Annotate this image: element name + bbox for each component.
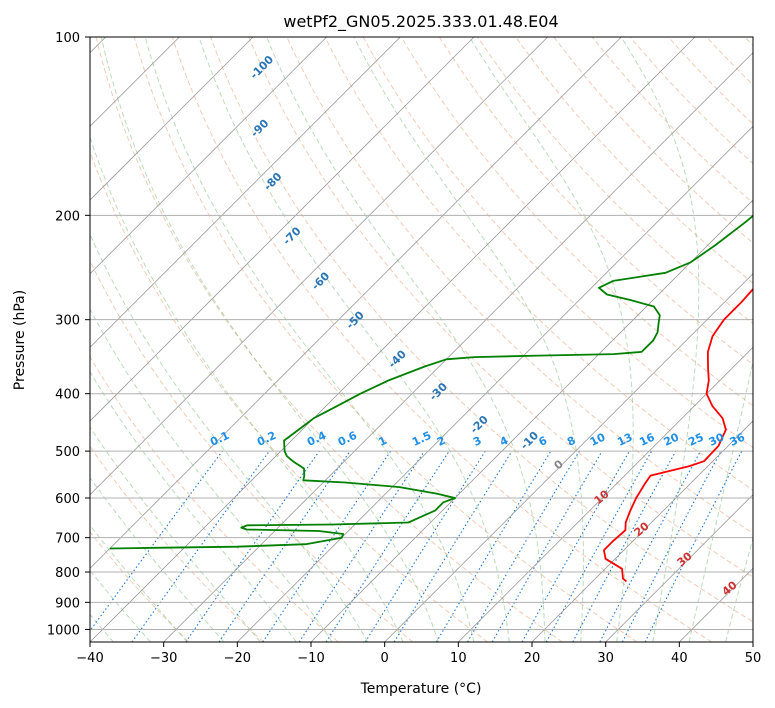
- dry-adiabat: [477, 37, 753, 325]
- moist-adiabat: [144, 37, 475, 642]
- y-tick-label: 100: [55, 31, 80, 46]
- x-tick-label: 10: [450, 651, 467, 666]
- y-tick-label: 800: [55, 566, 80, 581]
- isotherm: [90, 37, 254, 201]
- moist-adiabat: [90, 308, 333, 642]
- moist-adiabat: [90, 232, 369, 642]
- mixing-ratio-line: [364, 450, 486, 642]
- isotherm: [384, 273, 753, 642]
- plot-frame: [89, 36, 754, 643]
- mixing-ratio-line: [393, 450, 513, 642]
- y-tick-label: 600: [55, 492, 80, 507]
- moist-adiabat: [762, 37, 775, 642]
- moist-adiabat: [90, 135, 404, 642]
- isotherm: [90, 37, 475, 422]
- dry-adiabat: [591, 37, 753, 204]
- moist-adiabat: [725, 536, 753, 642]
- moist-adiabat: [266, 37, 546, 642]
- isotherm: [237, 125, 753, 642]
- y-tick-label: 700: [55, 532, 80, 547]
- dry-adiabat: [210, 37, 753, 623]
- dry-adiabat: [286, 37, 753, 534]
- x-tick-label: 50: [745, 651, 762, 666]
- dry-adiabat: [438, 37, 753, 365]
- y-tick-label: 900: [55, 596, 80, 611]
- temperature-line: [603, 287, 753, 583]
- mixing-ratio-label: 13: [615, 431, 634, 449]
- mixing-ratio-label: 10: [588, 430, 608, 448]
- isotherm: [310, 199, 753, 642]
- dry-adiabat: [324, 37, 753, 491]
- mixing-ratio-line: [491, 450, 603, 642]
- mixing-ratio-line: [218, 450, 351, 642]
- dry-adiabat: [133, 37, 638, 642]
- mixing-ratio-label: 30: [707, 430, 727, 448]
- y-axis-label: Pressure (hPa): [12, 290, 28, 390]
- isotherm: [458, 346, 753, 642]
- isotherm: [163, 52, 753, 642]
- x-tick-label: −30: [150, 651, 177, 666]
- isotherm: [752, 641, 753, 642]
- x-tick-label: −10: [297, 651, 324, 666]
- dry-adiabat: [90, 150, 488, 642]
- dewpoint-line: [109, 214, 753, 550]
- x-tick-label: 40: [671, 651, 688, 666]
- moist-adiabat: [353, 37, 584, 642]
- skewed-isotherms: [90, 37, 753, 642]
- dry-adiabat: [553, 37, 753, 244]
- mixing-ratio-label: 25: [686, 431, 705, 449]
- x-tick-label: −20: [224, 651, 251, 666]
- moist-adiabat: [100, 37, 439, 642]
- mixing-ratio-label: 20: [662, 430, 682, 448]
- x-axis-label: Temperature (°C): [360, 681, 482, 697]
- dry-adiabat: [90, 259, 414, 642]
- x-tick-label: 30: [597, 651, 614, 666]
- dry-adiabat: [90, 531, 190, 642]
- chart-title: wetPf2_GN05.2025.333.01.48.E04: [283, 12, 558, 32]
- dry-adiabat: [400, 37, 753, 407]
- mixing-ratio-line: [435, 450, 552, 642]
- sounding-series: [109, 214, 753, 583]
- dry-adiabat: [95, 37, 563, 642]
- mixing-ratio-label: 36: [728, 430, 748, 448]
- moist-adiabat: [620, 37, 700, 642]
- mixing-ratio-line: [325, 450, 450, 642]
- plot-background: [90, 37, 753, 642]
- dry-adiabat: [171, 37, 712, 642]
- moist-adiabat: [688, 358, 753, 642]
- y-axis-ticks: 100 200 300 400 500 600 700 800 900 1000: [47, 31, 90, 638]
- y-tick-label: 500: [55, 445, 80, 460]
- moist-adiabat: [90, 476, 225, 642]
- y-tick-label: 200: [55, 209, 80, 224]
- y-tick-label: 300: [55, 314, 80, 329]
- x-axis-ticks: −40 −30 −20 −10 0 10 20 30 40 50: [76, 642, 761, 666]
- mixing-ratio-line: [467, 450, 580, 642]
- isotherm: [90, 37, 622, 569]
- x-tick-label: 20: [524, 651, 541, 666]
- isobar-grid: [90, 37, 753, 630]
- isotherm: [90, 37, 327, 275]
- x-tick-label: 0: [381, 651, 389, 666]
- isotherm: [90, 37, 548, 496]
- mixing-ratio-line: [521, 450, 630, 642]
- isotherm: [90, 37, 401, 348]
- x-tick-label: −40: [76, 651, 103, 666]
- mixing-ratio-label: 16: [637, 430, 657, 448]
- isotherm: [90, 37, 696, 642]
- y-tick-label: 1000: [47, 623, 80, 638]
- moist-adiabat: [198, 37, 510, 642]
- isotherm: [531, 420, 753, 642]
- mixing-ratio-line: [90, 450, 223, 632]
- y-tick-label: 400: [55, 388, 80, 403]
- moist-adiabat: [90, 426, 261, 642]
- dry-adiabat: [248, 37, 753, 578]
- dry-adiabat: [90, 355, 339, 642]
- isotherm: [605, 494, 753, 642]
- mixing-ratio-line: [572, 450, 677, 642]
